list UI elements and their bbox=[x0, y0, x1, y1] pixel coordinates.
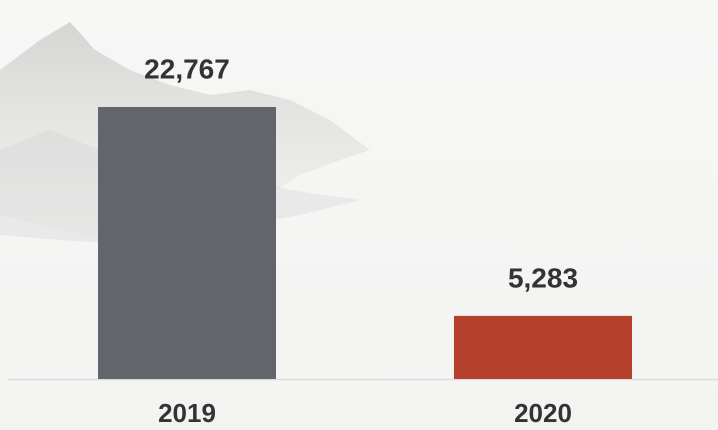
x-tick-label: 2019 bbox=[158, 398, 216, 428]
value-label: 22,767 bbox=[144, 53, 230, 84]
value-label: 5,283 bbox=[508, 262, 578, 293]
bar bbox=[454, 315, 632, 379]
x-tick-label: 2020 bbox=[514, 398, 572, 428]
bar bbox=[98, 107, 276, 379]
